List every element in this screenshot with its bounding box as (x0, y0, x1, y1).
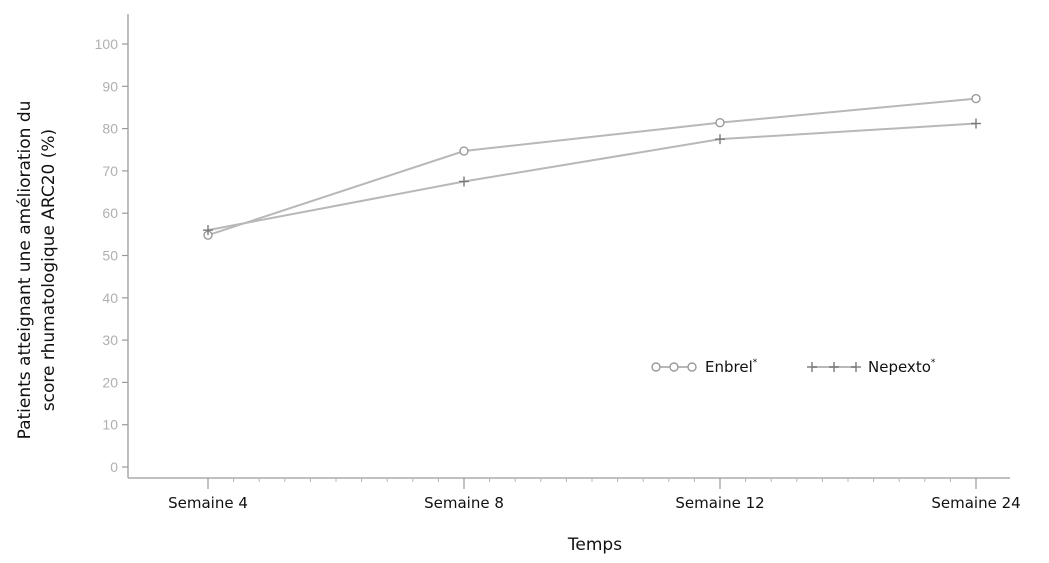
series-nepexto (203, 118, 981, 236)
legend-marker (851, 362, 861, 372)
y-tick-label: 80 (102, 121, 118, 137)
y-tick-label: 90 (102, 78, 118, 94)
y-tick-label: 20 (102, 374, 118, 390)
x-tick-label: Semaine 8 (424, 494, 504, 512)
x-tick-label: Semaine 12 (675, 494, 764, 512)
y-tick-label: 50 (102, 248, 118, 264)
legend-marker (687, 362, 697, 372)
y-tick-label: 10 (102, 417, 118, 433)
legend-label-nepexto: Nepexto* (868, 358, 936, 376)
y-axis-title: Patients atteignant une amélioration du … (15, 101, 59, 440)
x-axis: Semaine 4 Semaine 8 Semaine 12 Semaine 24 (128, 477, 1021, 512)
legend-marker (669, 362, 679, 372)
series-enbrel (203, 93, 981, 240)
legend-marker (829, 362, 839, 372)
data-point-nepexto (459, 176, 469, 187)
legend-superscript: * (931, 358, 936, 368)
y-tick-label: 30 (102, 332, 118, 348)
data-point-enbrel (459, 146, 469, 156)
series-line-enbrel (207, 97, 977, 237)
y-tick-label: 40 (102, 290, 118, 306)
y-axis: 0 10 20 30 40 50 60 70 80 90 100 (95, 14, 129, 478)
series-layer (203, 93, 981, 240)
legend-item-nepexto: Nepexto* (807, 358, 936, 376)
x-tick-label: Semaine 24 (931, 494, 1020, 512)
data-point-nepexto (203, 225, 213, 236)
data-point-enbrel (715, 117, 725, 128)
y-tick-label: 0 (110, 459, 118, 475)
x-axis-title: Temps (567, 535, 622, 555)
y-axis-title-line-1: Patients atteignant une amélioration du (15, 101, 35, 440)
data-point-nepexto (715, 134, 725, 145)
legend-superscript: * (753, 358, 758, 368)
y-tick-label: 100 (95, 36, 119, 52)
y-tick-label: 70 (102, 163, 118, 179)
x-tick-label: Semaine 4 (168, 494, 248, 512)
data-point-enbrel (971, 93, 981, 104)
y-tick-label: 60 (102, 205, 118, 221)
legend-item-enbrel: Enbrel* (651, 358, 758, 376)
legend-marker (651, 362, 661, 372)
y-axis-title-line-2: score rhumatologique ARC20 (%) (39, 129, 59, 411)
series-line-nepexto (207, 122, 977, 232)
data-point-nepexto (971, 118, 981, 129)
legend-marker (807, 362, 817, 372)
legend-label-enbrel: Enbrel* (705, 358, 758, 376)
legend: Enbrel* Nepexto* (651, 358, 936, 376)
